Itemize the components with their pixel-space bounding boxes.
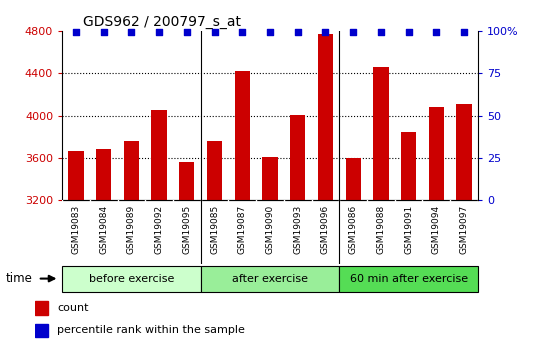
Bar xyxy=(124,141,139,200)
Text: GSM19083: GSM19083 xyxy=(71,205,80,255)
Point xyxy=(293,29,302,35)
Point xyxy=(155,29,164,35)
Point xyxy=(376,29,385,35)
Bar xyxy=(96,149,111,200)
Bar xyxy=(69,151,84,200)
Text: GDS962 / 200797_s_at: GDS962 / 200797_s_at xyxy=(83,14,241,29)
Bar xyxy=(456,104,471,200)
Text: GSM19091: GSM19091 xyxy=(404,205,413,255)
Text: GSM19089: GSM19089 xyxy=(127,205,136,255)
Bar xyxy=(262,157,278,200)
Point xyxy=(210,29,219,35)
Point xyxy=(127,29,136,35)
Point xyxy=(432,29,441,35)
Bar xyxy=(207,141,222,200)
Point xyxy=(238,29,247,35)
Bar xyxy=(35,324,49,337)
Bar xyxy=(152,110,167,200)
Point xyxy=(99,29,108,35)
Point xyxy=(349,29,357,35)
Point xyxy=(72,29,80,35)
Bar xyxy=(401,132,416,200)
Point xyxy=(404,29,413,35)
Point xyxy=(266,29,274,35)
Text: 60 min after exercise: 60 min after exercise xyxy=(349,274,468,284)
Point xyxy=(183,29,191,35)
Bar xyxy=(318,34,333,200)
Text: GSM19093: GSM19093 xyxy=(293,205,302,255)
Text: GSM19086: GSM19086 xyxy=(349,205,357,255)
Text: after exercise: after exercise xyxy=(232,274,308,284)
Text: percentile rank within the sample: percentile rank within the sample xyxy=(57,325,245,335)
Text: GSM19090: GSM19090 xyxy=(266,205,274,255)
Text: GSM19095: GSM19095 xyxy=(183,205,191,255)
Text: before exercise: before exercise xyxy=(89,274,174,284)
Text: GSM19084: GSM19084 xyxy=(99,205,108,254)
Bar xyxy=(35,301,49,315)
Text: GSM19092: GSM19092 xyxy=(154,205,164,254)
Text: GSM19097: GSM19097 xyxy=(460,205,469,255)
Bar xyxy=(290,115,305,200)
Bar xyxy=(235,71,250,200)
Text: GSM19094: GSM19094 xyxy=(432,205,441,254)
Text: GSM19085: GSM19085 xyxy=(210,205,219,255)
Text: count: count xyxy=(57,303,89,313)
Bar xyxy=(201,266,339,292)
Point xyxy=(460,29,468,35)
Point xyxy=(321,29,330,35)
Bar xyxy=(373,67,388,200)
Bar xyxy=(179,162,194,200)
Text: GSM19087: GSM19087 xyxy=(238,205,247,255)
Text: time: time xyxy=(5,272,32,285)
Text: GSM19088: GSM19088 xyxy=(376,205,386,255)
Text: GSM19096: GSM19096 xyxy=(321,205,330,255)
Bar xyxy=(346,158,361,200)
Bar xyxy=(62,266,201,292)
Bar xyxy=(429,107,444,200)
Bar xyxy=(339,266,478,292)
